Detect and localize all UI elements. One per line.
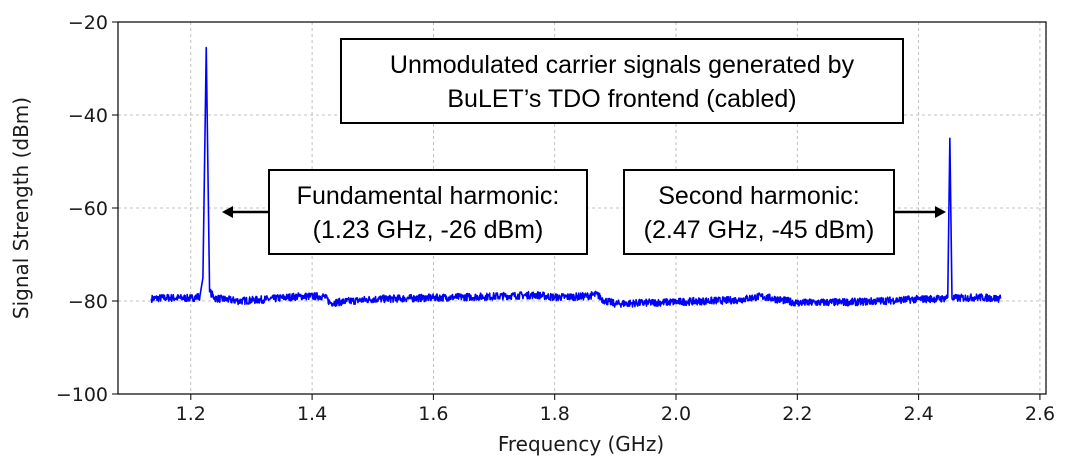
x-tick-label: 1.4 <box>297 403 327 425</box>
y-tick-label: −100 <box>56 384 108 406</box>
series-line <box>150 46 1002 308</box>
y-tick-label: −40 <box>68 105 108 127</box>
x-axis-label: Frequency (GHz) <box>498 432 664 456</box>
fundamental-annotation-line-2: (1.23 GHz, -26 dBm) <box>312 216 544 244</box>
y-axis-label: Signal Strength (dBm) <box>9 97 33 319</box>
title-annotation-line-2: BuLET’s TDO frontend (cabled) <box>447 85 797 113</box>
x-tick-label: 2.6 <box>1025 403 1055 425</box>
x-tick-label: 1.6 <box>418 403 448 425</box>
x-tick-label: 2.0 <box>661 403 691 425</box>
fundamental-arrow-head <box>222 206 233 218</box>
second-harmonic-annotation: Second harmonic: (2.47 GHz, -45 dBm) <box>623 169 895 255</box>
title-annotation-box: Unmodulated carrier signals generated by… <box>340 38 904 124</box>
x-tick-label: 2.2 <box>782 403 812 425</box>
title-annotation-line-1: Unmodulated carrier signals generated by <box>389 51 855 79</box>
y-tick-label: −60 <box>68 198 108 220</box>
second-annotation-line-2: (2.47 GHz, -45 dBm) <box>643 216 875 244</box>
x-tick-label: 1.2 <box>176 403 206 425</box>
y-tick-label: −20 <box>68 12 108 34</box>
second-arrow-head <box>935 206 946 218</box>
fundamental-annotation-line-1: Fundamental harmonic: <box>296 182 560 210</box>
x-tick-label: 1.8 <box>540 403 570 425</box>
y-tick-label: −80 <box>68 291 108 313</box>
fundamental-harmonic-annotation: Fundamental harmonic: (1.23 GHz, -26 dBm… <box>268 169 588 255</box>
x-tick-label: 2.4 <box>904 403 934 425</box>
second-annotation-line-1: Second harmonic: <box>658 182 860 210</box>
